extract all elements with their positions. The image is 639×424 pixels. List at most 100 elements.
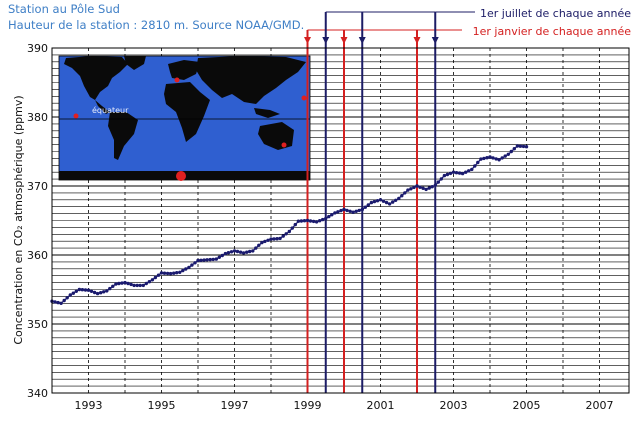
data-point: [333, 211, 337, 215]
x-tick-label: 1995: [148, 399, 176, 412]
data-point: [99, 291, 103, 295]
data-point: [272, 237, 276, 241]
data-point: [77, 287, 82, 292]
data-point: [293, 222, 297, 227]
data-point: [464, 170, 468, 174]
data-point: [494, 157, 498, 161]
data-point: [394, 198, 398, 202]
data-point: [418, 185, 422, 189]
data-point: [354, 209, 358, 213]
data-point: [448, 171, 453, 176]
data-point: [117, 281, 121, 286]
data-point: [59, 301, 63, 305]
data-point: [302, 219, 307, 223]
data-point: [357, 208, 361, 213]
data-point: [369, 200, 374, 205]
data-point: [211, 257, 215, 262]
y-tick-label: 350: [27, 318, 48, 331]
data-point: [162, 271, 167, 275]
july-line-arrowhead: [358, 37, 366, 44]
data-point: [476, 160, 480, 165]
station-marker: [301, 95, 307, 101]
data-point: [387, 202, 392, 206]
data-point: [488, 155, 492, 159]
data-point: [196, 258, 200, 263]
data-point: [460, 171, 465, 176]
data-point: [366, 203, 370, 207]
data-point: [156, 273, 161, 277]
data-point: [384, 200, 389, 205]
data-point: [473, 164, 477, 168]
data-point: [53, 300, 57, 304]
data-point: [150, 278, 155, 282]
data-point: [430, 185, 434, 189]
data-point: [229, 250, 234, 254]
data-point: [284, 232, 288, 236]
data-point: [351, 210, 355, 214]
data-point: [71, 291, 76, 295]
station-subtitle: Hauteur de la station : 2810 m. Source N…: [8, 18, 305, 32]
data-point: [254, 246, 258, 250]
data-point: [457, 171, 462, 175]
data-point: [248, 249, 252, 254]
y-axis-label: Concentration en CO₂ atmosphérique (ppmv…: [12, 95, 25, 344]
data-point: [433, 183, 437, 187]
data-point: [311, 219, 316, 224]
data-point: [503, 154, 507, 158]
data-point: [263, 239, 267, 244]
data-point: [68, 293, 73, 297]
data-point: [470, 167, 474, 172]
data-point: [269, 237, 273, 241]
data-point: [521, 144, 526, 149]
data-point: [168, 271, 173, 276]
x-tick-label: 1993: [75, 399, 103, 412]
data-point: [497, 158, 501, 162]
july-line-arrowhead: [431, 37, 439, 44]
data-point: [129, 282, 133, 287]
data-point: [126, 281, 130, 286]
data-point: [238, 250, 243, 254]
data-point: [144, 281, 148, 286]
data-point: [412, 185, 416, 190]
data-point: [375, 199, 380, 203]
data-point: [181, 268, 185, 273]
january-line-arrowhead: [340, 37, 348, 44]
x-tick-label: 2003: [440, 399, 468, 412]
data-point: [217, 255, 221, 259]
data-point: [378, 198, 383, 202]
data-point: [415, 184, 419, 188]
reference-lines: [304, 11, 475, 393]
y-tick-label: 370: [27, 180, 48, 193]
january-line-arrowhead: [304, 37, 311, 44]
data-point: [372, 199, 377, 204]
data-point: [114, 282, 118, 286]
legend-july-label: 1er juillet de chaque année: [480, 7, 631, 20]
data-point: [83, 288, 88, 292]
data-point: [518, 144, 523, 148]
data-point: [506, 152, 510, 156]
data-point: [205, 258, 209, 262]
data-point: [342, 207, 346, 212]
data-point: [251, 249, 255, 253]
data-point: [421, 186, 425, 190]
data-point: [324, 216, 328, 221]
data-point: [172, 271, 176, 275]
data-point: [62, 298, 66, 303]
data-point: [491, 156, 495, 160]
data-point: [515, 144, 520, 148]
data-point: [345, 208, 349, 213]
x-tick-label: 1997: [221, 399, 249, 412]
world-map-inset: équateur: [58, 55, 311, 181]
july-line-arrowhead: [322, 37, 330, 44]
data-point: [226, 251, 231, 255]
x-tick-label: 2005: [513, 399, 541, 412]
data-point: [260, 240, 264, 245]
data-point: [479, 157, 483, 161]
data-point: [190, 263, 194, 267]
data-point: [287, 229, 291, 234]
x-tick-label: 1999: [294, 399, 322, 412]
data-point: [223, 251, 228, 256]
data-point: [266, 238, 270, 242]
data-point: [485, 156, 489, 160]
